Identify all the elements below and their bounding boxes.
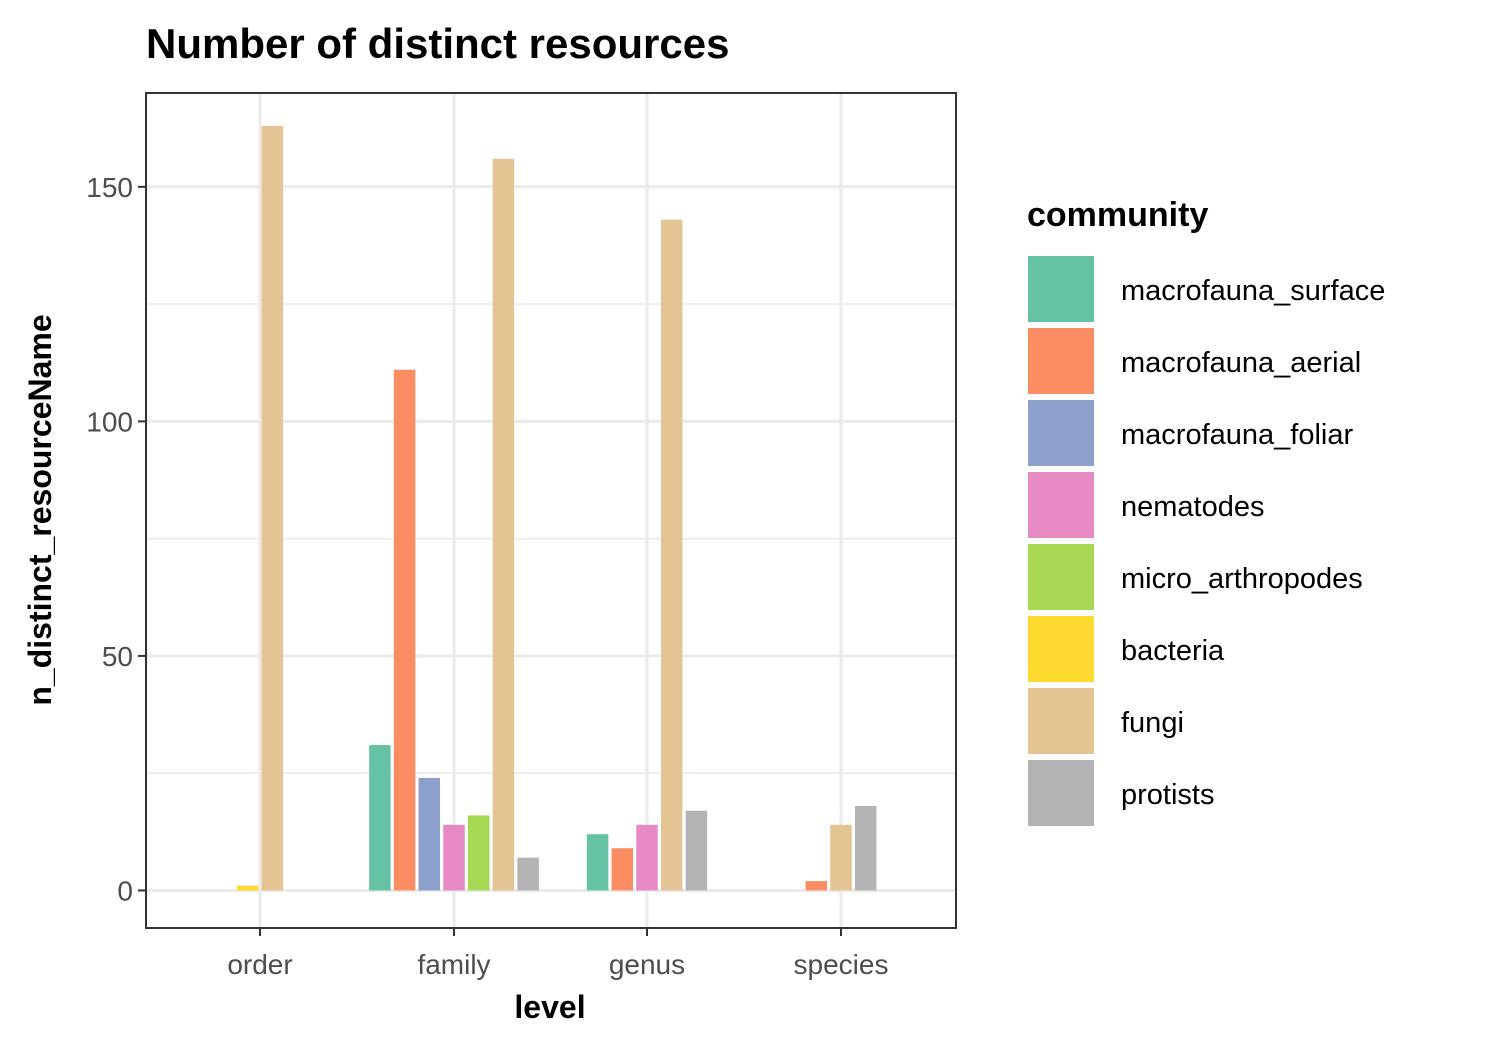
legend-swatch (1028, 616, 1094, 682)
legend-label: bacteria (1121, 635, 1225, 667)
y-tick-label: 150 (86, 172, 133, 203)
x-axis: order family genus species (227, 928, 888, 980)
legend-item-bacteria: bacteria (1028, 616, 1225, 682)
bar-family-macrofauna-foliar (418, 777, 441, 891)
legend-label: fungi (1121, 707, 1184, 739)
legend-swatch (1028, 256, 1094, 322)
bar-family-micro-arthropodes (467, 815, 490, 891)
bar-species-macrofauna-aerial (805, 881, 828, 891)
bar-genus-fungi (660, 219, 683, 891)
legend-item-fungi: fungi (1028, 688, 1184, 754)
chart-title: Number of distinct resources (146, 20, 729, 67)
x-axis-title: level (514, 989, 585, 1025)
legend-label: nematodes (1121, 491, 1265, 523)
legend-swatch (1028, 544, 1094, 610)
bar-genus-macrofauna-aerial (611, 848, 634, 891)
legend-label: macrofauna_aerial (1121, 347, 1361, 379)
legend: community macrofauna_surface macrofauna_a… (1027, 196, 1385, 826)
y-axis: 0 50 100 150 (86, 172, 146, 906)
bar-species-protists (854, 806, 877, 891)
bar-genus-protists (685, 810, 708, 891)
bar-family-macrofauna-surface (369, 745, 391, 891)
x-tick-label-species: species (794, 949, 889, 980)
legend-swatch (1028, 760, 1094, 826)
legend-swatch (1028, 688, 1094, 754)
legend-item-nematodes: nematodes (1028, 472, 1265, 538)
legend-label: macrofauna_surface (1121, 275, 1385, 307)
plot-panel-border (145, 92, 957, 929)
legend-item-macrofauna-foliar: macrofauna_foliar (1028, 400, 1353, 466)
y-tick-label: 0 (117, 875, 133, 906)
bar-order-fungi (261, 125, 284, 891)
y-tick-label: 100 (86, 406, 133, 437)
legend-item-micro-arthropodes: micro_arthropodes (1028, 544, 1363, 610)
x-tick-label-genus: genus (609, 949, 685, 980)
bar-species-fungi (830, 824, 852, 891)
legend-label: protists (1121, 779, 1214, 811)
bar-family-fungi (492, 158, 515, 891)
legend-item-protists: protists (1028, 760, 1214, 826)
x-tick-label-order: order (227, 949, 292, 980)
bar-order-bacteria (236, 885, 259, 891)
bar-family-protists (517, 857, 539, 891)
legend-label: micro_arthropodes (1121, 563, 1363, 595)
bar-family-nematodes (443, 824, 465, 891)
y-axis-title: n_distinct_resourceName (22, 314, 58, 705)
legend-item-macrofauna-aerial: macrofauna_aerial (1028, 328, 1361, 394)
legend-swatch (1028, 328, 1094, 394)
x-tick-label-family: family (417, 949, 490, 980)
legend-swatch (1028, 400, 1094, 466)
legend-label: macrofauna_foliar (1121, 419, 1353, 451)
legend-title: community (1027, 196, 1208, 234)
bar-family-macrofauna-aerial (393, 369, 416, 891)
bar-genus-macrofauna-surface (586, 834, 609, 891)
legend-swatch (1028, 472, 1094, 538)
bars (236, 125, 877, 891)
bar-genus-nematodes (636, 824, 658, 891)
legend-item-macrofauna-surface: macrofauna_surface (1028, 256, 1385, 322)
y-tick-label: 50 (102, 641, 133, 672)
